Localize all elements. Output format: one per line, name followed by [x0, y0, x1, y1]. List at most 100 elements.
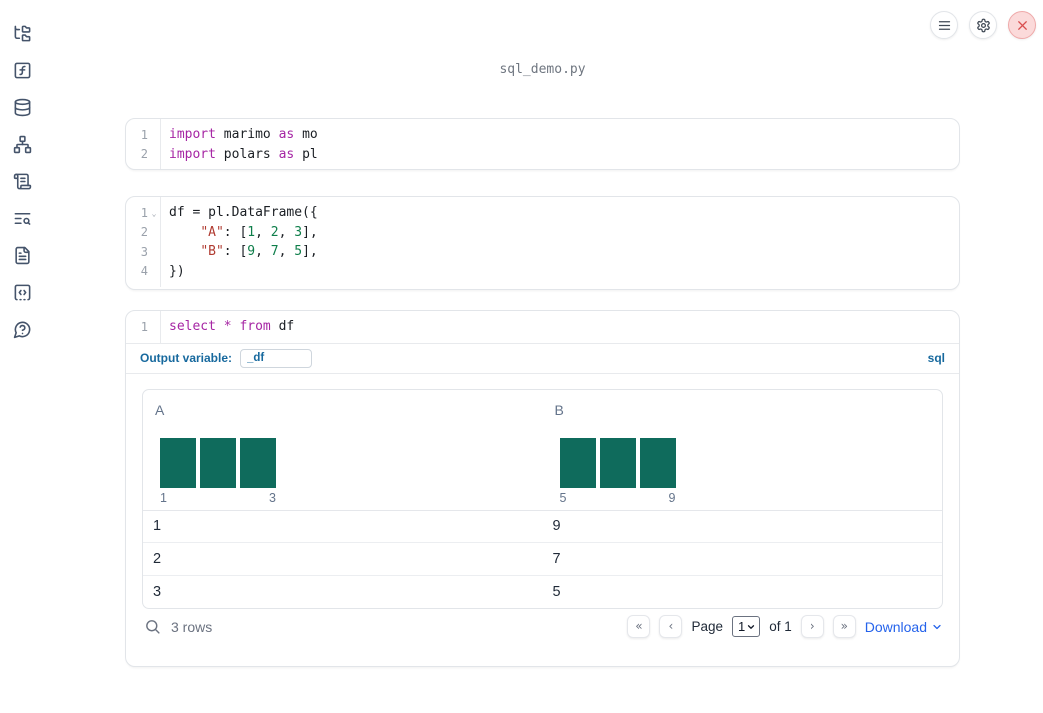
fold-spacer: [148, 133, 160, 136]
output-variable-label: Output variable:: [140, 351, 233, 365]
download-button[interactable]: Download: [865, 619, 943, 635]
fold-spacer: [148, 153, 160, 156]
gutter-divider: [160, 311, 161, 343]
column-summary-a: A 1 3: [143, 390, 543, 510]
help-bubble-icon[interactable]: [12, 319, 32, 339]
output-variable-input[interactable]: [240, 348, 313, 368]
column-summary-b: B 5 9: [543, 390, 943, 510]
code-text: }): [169, 263, 185, 279]
line-number: 2: [140, 225, 148, 240]
table-cell: 5: [552, 583, 561, 600]
histogram-bar: [559, 437, 596, 488]
code-text: "B": [9, 7, 5],: [200, 244, 318, 260]
code-line: 1 ⌄ df = pl.DataFrame({: [126, 203, 959, 223]
function-square-icon[interactable]: [12, 60, 32, 80]
sql-cell-footer: Output variable: sql: [126, 344, 959, 374]
page-of-label: of 1: [769, 619, 792, 634]
code-editor[interactable]: 1 ⌄ df = pl.DataFrame({2 "A": [1, 2, 3], 3 …: [126, 197, 959, 287]
fold-spacer: [148, 270, 160, 273]
histogram-bar: [160, 437, 196, 488]
code-line: 1 select * from df: [126, 317, 959, 337]
code-text: import polars as pl: [169, 146, 318, 162]
histogram-a: [160, 437, 543, 488]
file-tree-icon[interactable]: [12, 23, 32, 43]
page-label: Page: [691, 619, 723, 634]
fold-toggle-icon[interactable]: ⌄: [151, 209, 157, 219]
histogram-bar: [240, 437, 276, 488]
line-number: 1: [140, 205, 148, 220]
line-number: 3: [140, 244, 148, 259]
code-line: 2 import polars as pl: [126, 145, 959, 165]
code-text: df = pl.DataFrame({: [169, 205, 318, 221]
column-header-a[interactable]: A: [155, 401, 165, 418]
line-number: 1: [140, 127, 148, 142]
page-select-value: 1: [737, 619, 746, 634]
notebook-filename[interactable]: sql_demo.py: [499, 62, 586, 77]
gutter-divider: [160, 119, 161, 169]
code-editor[interactable]: 1 import marimo as mo 2 import polars as pl: [126, 119, 959, 169]
code-line: 3 "B": [9, 7, 5],: [126, 242, 959, 262]
line-number: 1: [140, 319, 148, 334]
column-header-b[interactable]: B: [554, 401, 564, 418]
gutter-divider: [160, 197, 161, 287]
code-cell-dataframe: 1 ⌄ df = pl.DataFrame({2 "A": [1, 2, 3], 3 …: [125, 196, 960, 290]
fold-spacer: [148, 231, 160, 234]
helper-panel-sidebar: [0, 0, 44, 713]
table-footer: 3 rows « ‹ Page 1 of 1 › » Download: [142, 609, 943, 651]
histogram-b: [559, 437, 943, 488]
dependency-graph-icon[interactable]: [12, 134, 32, 154]
next-page-button[interactable]: ›: [800, 615, 824, 638]
notebook-actions: [930, 11, 1036, 39]
last-page-button[interactable]: »: [832, 615, 856, 638]
code-line: 1 import marimo as mo: [126, 125, 959, 145]
table-cell: 3: [153, 583, 162, 600]
code-line: 2 "A": [1, 2, 3],: [126, 223, 959, 243]
shutdown-close-icon[interactable]: [1008, 11, 1036, 39]
sql-editor[interactable]: 1 select * from df: [126, 311, 959, 344]
file-text-icon[interactable]: [12, 245, 32, 265]
page-select[interactable]: 1: [731, 616, 761, 637]
first-page-button[interactable]: «: [627, 615, 651, 638]
prev-page-button[interactable]: ‹: [659, 615, 683, 638]
table-cell: 9: [552, 518, 561, 535]
settings-gear-icon[interactable]: [969, 11, 997, 39]
line-number: 4: [140, 264, 148, 279]
chevron-down-icon: [933, 624, 941, 629]
histogram-a-ticks: 1 3: [160, 491, 276, 505]
fold-spacer: [148, 250, 160, 253]
row-count-label: 3 rows: [171, 618, 213, 635]
code-line: 4}): [126, 262, 959, 282]
tick-max: 3: [269, 490, 276, 505]
histogram-b-ticks: 5 9: [560, 491, 676, 505]
tick-min: 5: [559, 490, 567, 505]
menu-icon[interactable]: [930, 11, 958, 39]
scroll-text-icon[interactable]: [12, 171, 32, 191]
code-cell-imports: 1 import marimo as mo 2 import polars as pl: [125, 118, 960, 170]
code-text: "A": [1, 2, 3],: [200, 224, 318, 240]
chevron-down-icon: [748, 624, 755, 629]
histogram-bar: [599, 437, 636, 488]
table-cell: 2: [153, 551, 162, 567]
text-search-icon[interactable]: [12, 208, 32, 228]
code-text: select * from df: [169, 319, 295, 335]
code-square-icon[interactable]: [12, 282, 32, 302]
sql-cell: 1 select * from df Output variable: sql A…: [125, 310, 960, 667]
database-icon[interactable]: [12, 97, 32, 117]
download-label: Download: [864, 618, 927, 635]
search-icon[interactable]: [143, 618, 161, 636]
tick-max: 9: [668, 490, 676, 505]
column-summaries: A 1 3 B 5 9: [143, 390, 942, 510]
table-cell: 1: [153, 518, 162, 535]
line-number: 2: [140, 147, 148, 162]
code-text: import marimo as mo: [169, 127, 318, 143]
table-cell: 7: [552, 551, 561, 567]
sql-dialect-label: sql: [927, 351, 945, 365]
histogram-bar: [639, 437, 676, 488]
tick-min: 1: [160, 490, 167, 505]
